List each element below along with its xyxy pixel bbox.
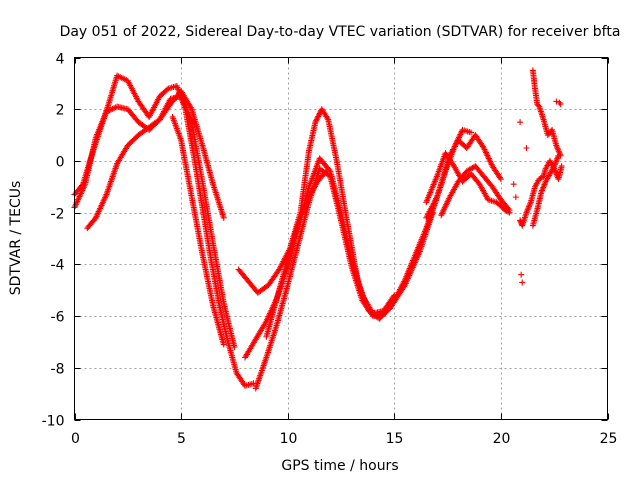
point-isolated: [553, 98, 560, 105]
y-tick-label: -2: [51, 207, 65, 223]
y-tick-label: -4: [51, 258, 65, 274]
point-arc-8: [323, 168, 330, 175]
point-arc-13: [558, 163, 565, 170]
x-axis-label: GPS time / hours: [281, 458, 398, 474]
point-arc-11: [468, 129, 475, 136]
point-isolated: [510, 181, 517, 188]
y-tick-label: -8: [51, 362, 65, 378]
y-tick-label: 2: [56, 103, 65, 119]
point-arc-3: [220, 214, 227, 221]
point-arc-8: [322, 169, 329, 176]
x-tick-label: 5: [177, 431, 186, 447]
point-arc-15: [555, 152, 562, 159]
y-tick-label: -6: [51, 310, 65, 326]
y-axis-label: SDTVAR / TECUs: [8, 181, 24, 296]
data-points: [71, 67, 565, 392]
tick-marks: [74, 57, 609, 421]
point-arc-5: [313, 117, 320, 124]
chart-title: Day 051 of 2022, Sidereal Day-to-day VTE…: [60, 24, 621, 40]
point-arc-5: [315, 111, 322, 118]
plot-frame: [74, 57, 608, 420]
y-tick-label: -10: [42, 414, 65, 430]
point-arc-12: [506, 207, 513, 214]
x-tick-label: 20: [493, 431, 511, 447]
point-arc-2: [231, 344, 238, 351]
point-isolated: [512, 194, 519, 201]
point-arc-4: [220, 341, 227, 348]
point-isolated: [523, 145, 530, 151]
point-arc-12: [505, 205, 512, 212]
point-isolated: [517, 119, 524, 126]
point-isolated: [557, 101, 564, 108]
x-tick-label: 25: [600, 431, 618, 447]
y-tick-label: 0: [56, 155, 65, 171]
point-arc-5: [314, 114, 321, 121]
point-arc-5: [315, 113, 322, 120]
point-arc-7: [390, 293, 397, 300]
point-arc-10: [496, 174, 503, 181]
point-arc-5: [312, 119, 319, 126]
point-isolated: [518, 271, 525, 278]
point-isolated: [519, 279, 526, 286]
x-tick-label: 0: [71, 431, 80, 447]
point-arc-7: [391, 292, 398, 299]
x-tick-label: 15: [386, 431, 404, 447]
point-arc-10: [497, 176, 504, 183]
x-tick-label: 10: [280, 431, 298, 447]
point-isolated: [556, 99, 563, 106]
y-tick-label: 4: [56, 52, 65, 68]
point-arc-5: [275, 267, 282, 274]
point-arc-7: [326, 166, 333, 173]
point-arc-5: [313, 116, 320, 123]
